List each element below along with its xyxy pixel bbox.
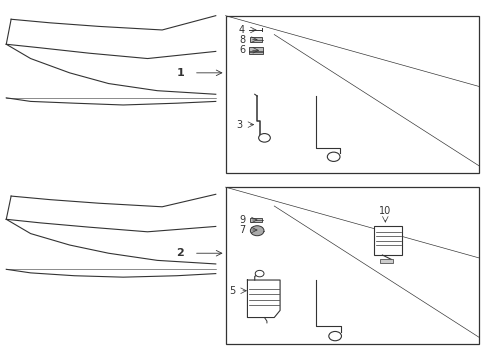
Bar — [249, 48, 263, 54]
Bar — [250, 217, 262, 222]
Circle shape — [259, 134, 270, 142]
Text: 5: 5 — [229, 286, 235, 296]
Bar — [225, 187, 479, 344]
Text: 8: 8 — [239, 35, 245, 45]
Text: 6: 6 — [239, 45, 245, 55]
Text: 3: 3 — [237, 120, 243, 130]
Bar — [250, 37, 262, 42]
Circle shape — [329, 332, 342, 341]
Bar — [374, 226, 402, 255]
Text: 7: 7 — [239, 225, 245, 235]
Text: 2: 2 — [176, 248, 184, 258]
Circle shape — [250, 226, 264, 236]
Text: 4: 4 — [239, 25, 245, 35]
Circle shape — [327, 152, 340, 161]
Bar — [380, 258, 393, 263]
Circle shape — [255, 270, 264, 277]
Polygon shape — [247, 280, 280, 318]
Text: 9: 9 — [239, 215, 245, 225]
Text: 10: 10 — [379, 206, 392, 216]
Text: 1: 1 — [176, 68, 184, 78]
Bar — [225, 16, 479, 173]
